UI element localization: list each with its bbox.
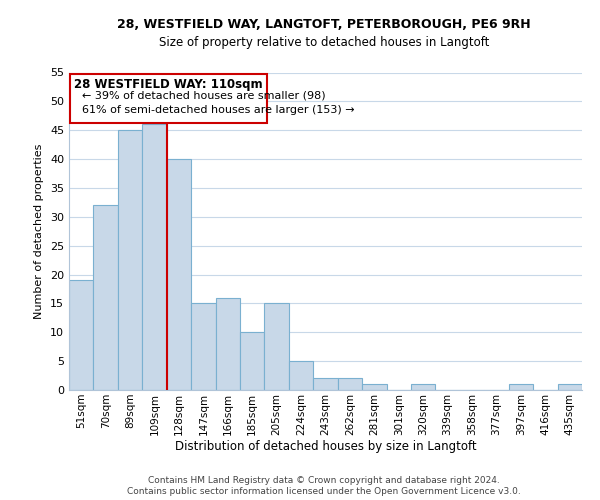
Bar <box>240 332 265 390</box>
Bar <box>191 304 215 390</box>
Bar <box>69 280 94 390</box>
Text: Contains HM Land Registry data © Crown copyright and database right 2024.: Contains HM Land Registry data © Crown c… <box>148 476 500 485</box>
FancyBboxPatch shape <box>70 74 267 124</box>
Bar <box>167 159 191 390</box>
Bar <box>411 384 436 390</box>
Text: Contains public sector information licensed under the Open Government Licence v3: Contains public sector information licen… <box>127 488 521 496</box>
Text: 28, WESTFIELD WAY, LANGTOFT, PETERBOROUGH, PE6 9RH: 28, WESTFIELD WAY, LANGTOFT, PETERBOROUG… <box>117 18 531 30</box>
Bar <box>338 378 362 390</box>
X-axis label: Distribution of detached houses by size in Langtoft: Distribution of detached houses by size … <box>175 440 476 454</box>
Bar <box>362 384 386 390</box>
Text: Size of property relative to detached houses in Langtoft: Size of property relative to detached ho… <box>159 36 489 49</box>
Bar <box>509 384 533 390</box>
Bar <box>118 130 142 390</box>
Y-axis label: Number of detached properties: Number of detached properties <box>34 144 44 319</box>
Bar <box>94 206 118 390</box>
Text: ← 39% of detached houses are smaller (98): ← 39% of detached houses are smaller (98… <box>82 91 326 101</box>
Bar <box>142 124 167 390</box>
Bar <box>215 298 240 390</box>
Text: 61% of semi-detached houses are larger (153) →: 61% of semi-detached houses are larger (… <box>82 106 355 116</box>
Bar <box>557 384 582 390</box>
Text: 28 WESTFIELD WAY: 110sqm: 28 WESTFIELD WAY: 110sqm <box>74 78 263 90</box>
Bar <box>313 378 338 390</box>
Bar <box>265 304 289 390</box>
Bar <box>289 361 313 390</box>
